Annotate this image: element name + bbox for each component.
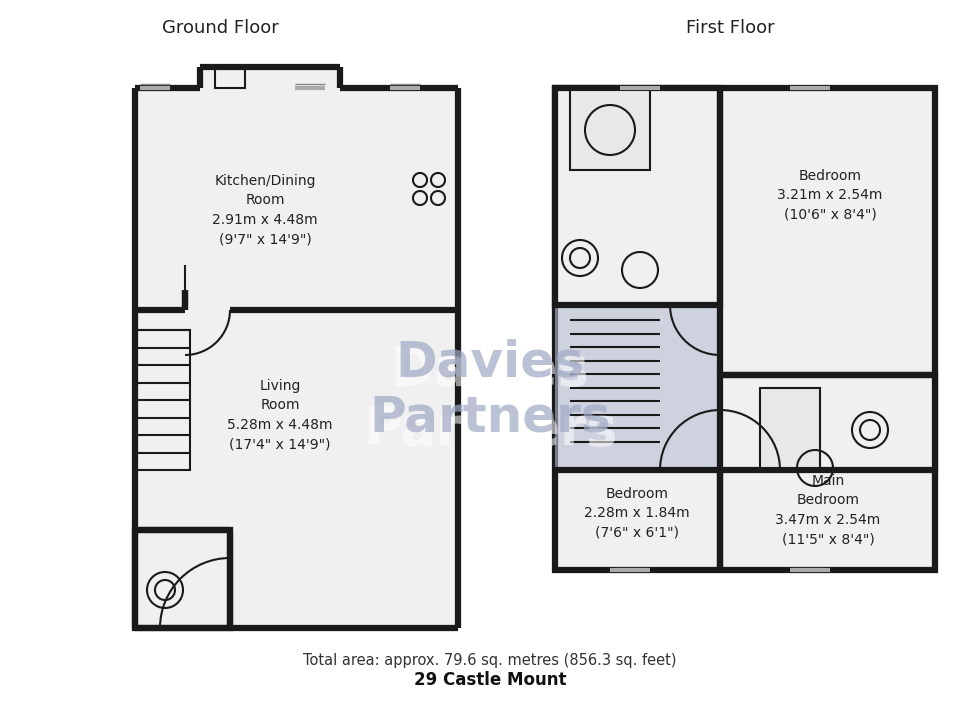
Text: Total area: approx. 79.6 sq. metres (856.3 sq. feet): Total area: approx. 79.6 sq. metres (856…	[303, 652, 677, 668]
Text: Bedroom
3.21m x 2.54m
(10'6" x 8'4"): Bedroom 3.21m x 2.54m (10'6" x 8'4")	[777, 169, 883, 221]
Text: 29 Castle Mount: 29 Castle Mount	[414, 671, 566, 689]
Text: Ground Floor: Ground Floor	[162, 19, 278, 37]
Bar	[135, 330, 190, 470]
Text: Davies
Partners: Davies Partners	[369, 338, 611, 442]
Text: Bedroom
2.28m x 1.84m
(7'6" x 6'1"): Bedroom 2.28m x 1.84m (7'6" x 6'1")	[584, 486, 690, 540]
Polygon shape	[135, 67, 458, 628]
Bar	[555, 305, 720, 470]
Text: Kitchen/Dining
Room
2.91m x 4.48m
(9'7" x 14'9"): Kitchen/Dining Room 2.91m x 4.48m (9'7" …	[213, 174, 318, 246]
Bar	[570, 90, 650, 170]
Text: Davies
Partners: Davies Partners	[363, 344, 617, 456]
Bar	[215, 68, 245, 88]
Text: Main
Bedroom
3.47m x 2.54m
(11'5" x 8'4"): Main Bedroom 3.47m x 2.54m (11'5" x 8'4"…	[775, 473, 881, 546]
Bar	[555, 88, 720, 305]
Text: Living
Room
5.28m x 4.48m
(17'4" x 14'9"): Living Room 5.28m x 4.48m (17'4" x 14'9"…	[227, 379, 333, 451]
Bar	[135, 530, 230, 628]
Bar	[760, 388, 820, 468]
Text: First Floor: First Floor	[686, 19, 774, 37]
Bar	[720, 375, 935, 470]
Bar	[555, 88, 935, 570]
